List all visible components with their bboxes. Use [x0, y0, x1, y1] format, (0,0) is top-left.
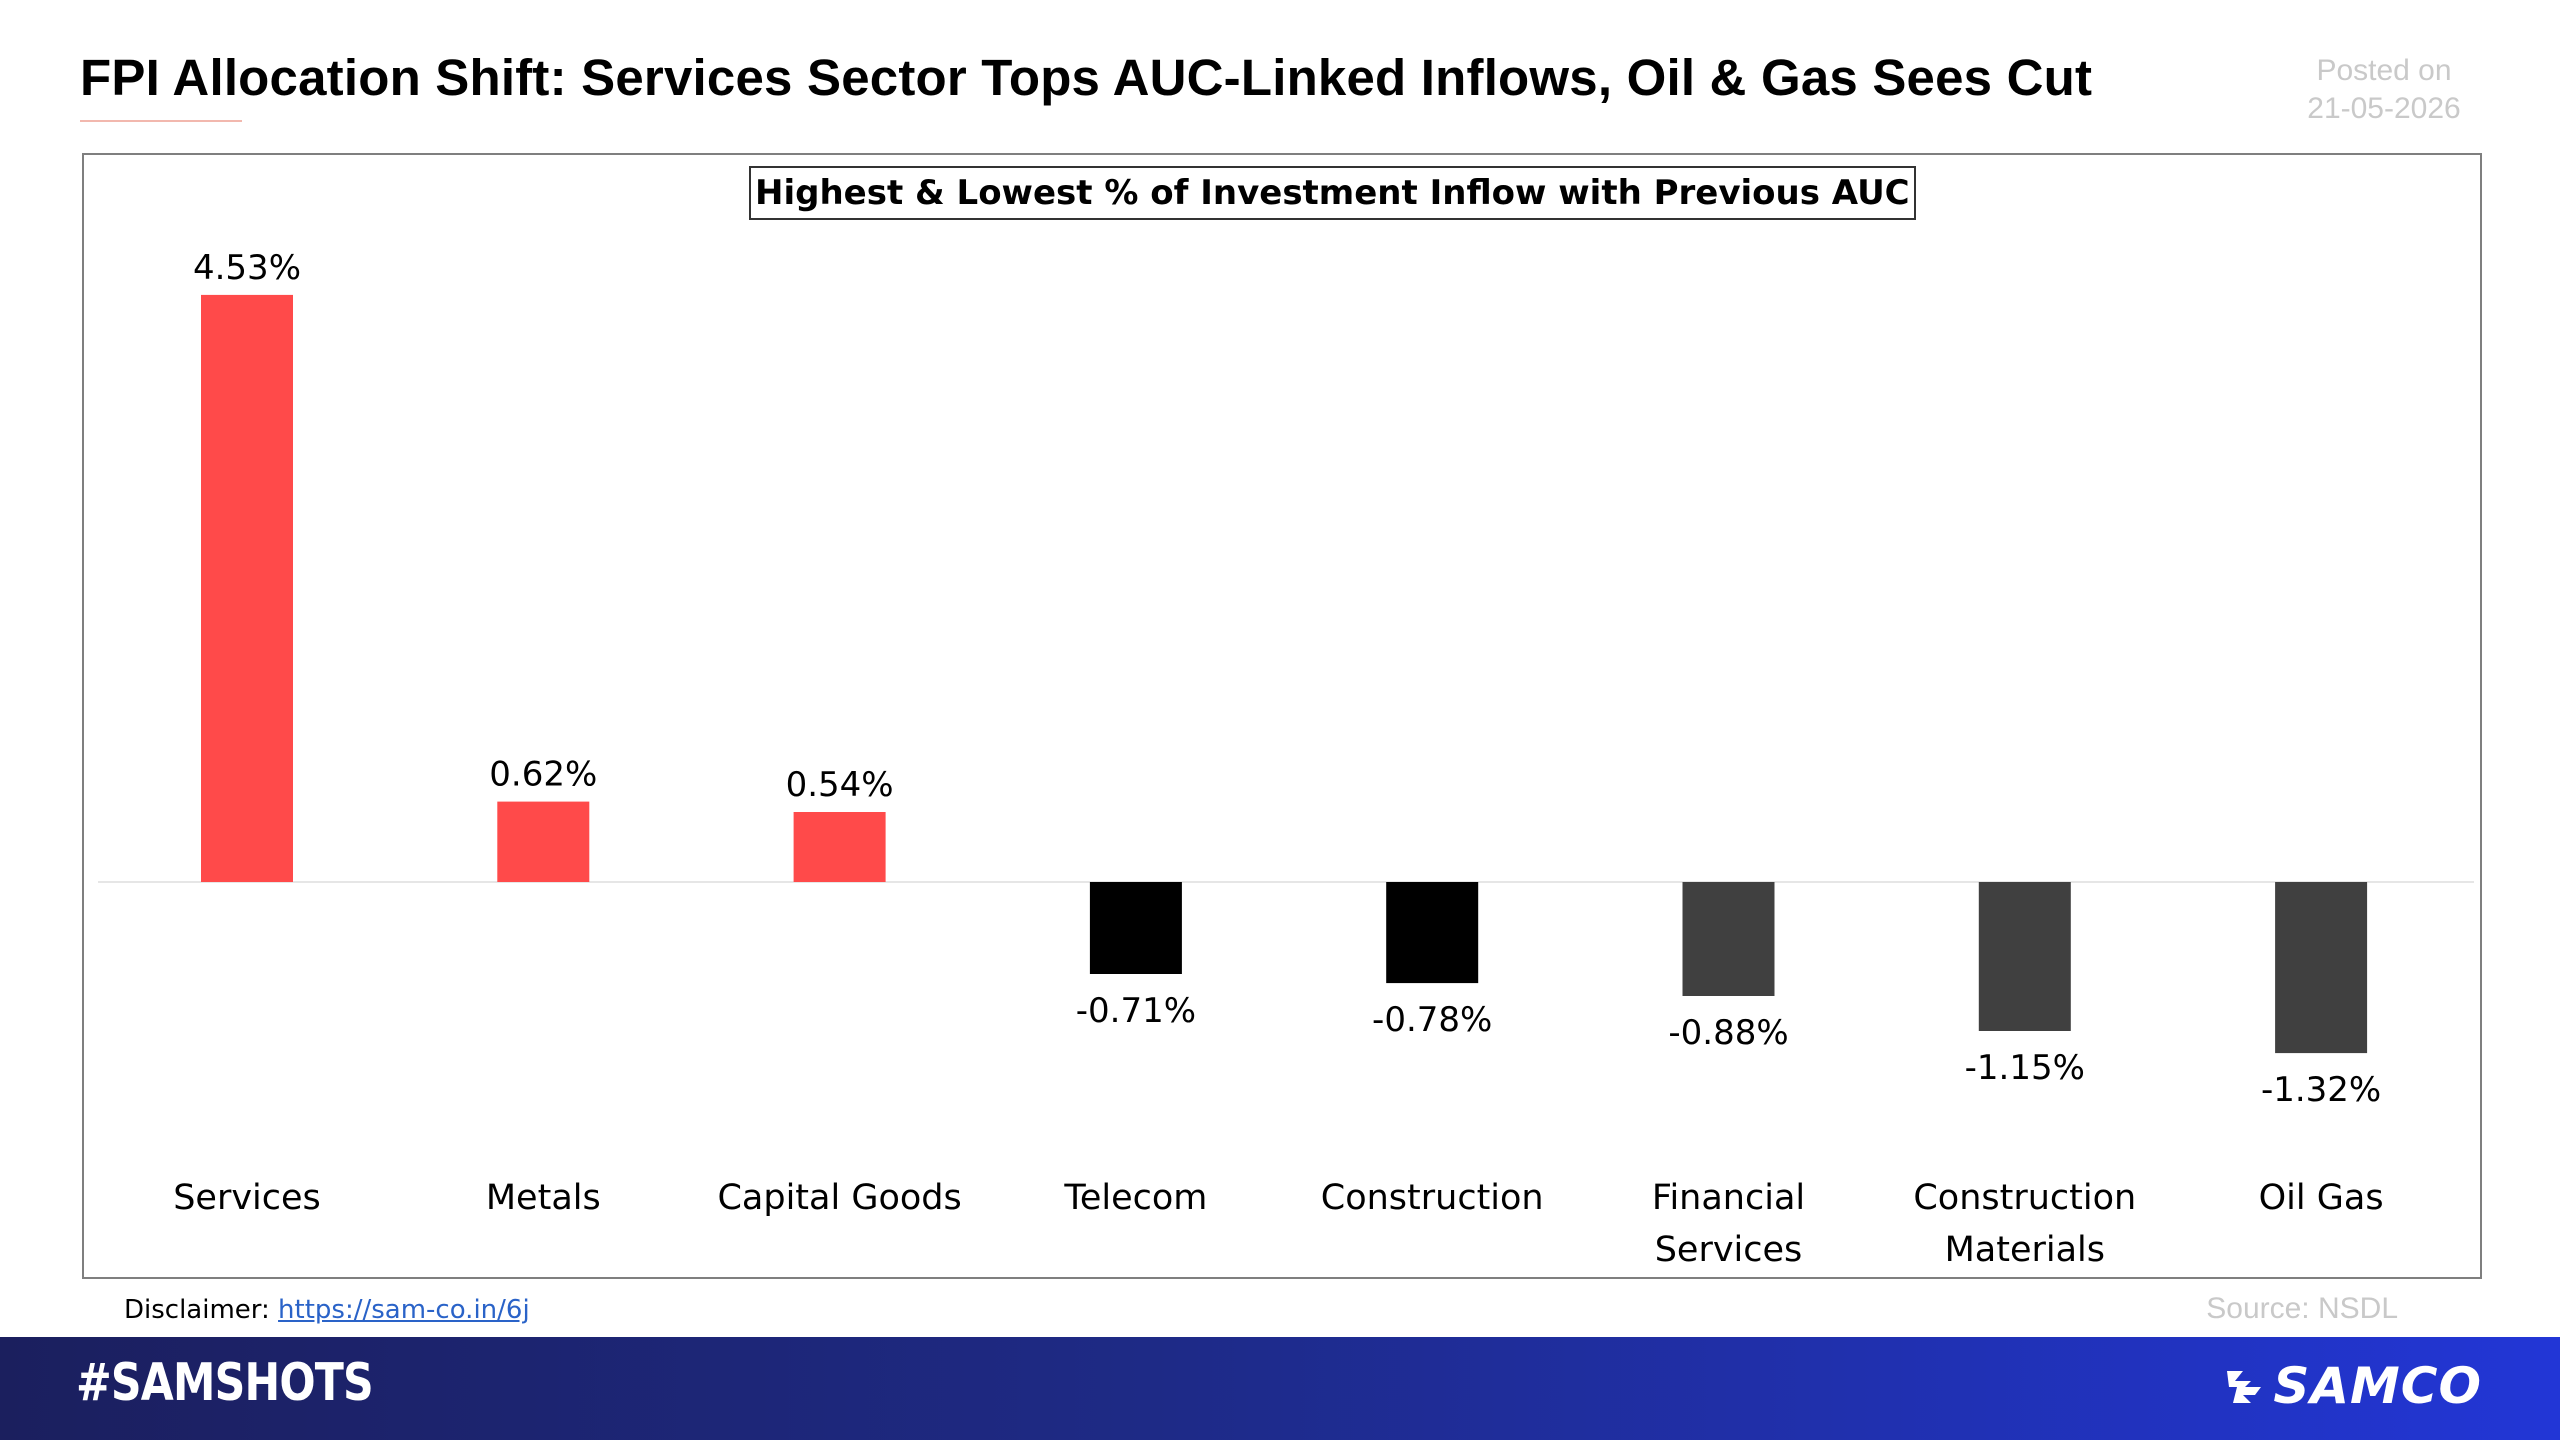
data-label: -0.71%	[1076, 991, 1196, 1031]
bar-metals	[497, 801, 590, 882]
data-label: -1.15%	[1965, 1048, 2085, 1088]
category-label: Construction	[1321, 1178, 1544, 1218]
data-label: 0.62%	[489, 755, 597, 795]
chart-panel: 4.53% 0.62% 0.54% -0.71% -0.78% -0.88% -1.15% -…	[82, 153, 2482, 1279]
hashtag-label: #SAMSHOTS	[76, 1353, 374, 1413]
posted-date: 21-05-2026	[2307, 92, 2461, 125]
category-label: Telecom	[1063, 1178, 1207, 1218]
brand-name: SAMCO	[2273, 1357, 2482, 1415]
disclaimer-link[interactable]: https://sam-co.in/6j	[278, 1295, 530, 1325]
samco-logo-icon	[2227, 1371, 2262, 1403]
category-label: Construction	[1913, 1178, 2136, 1218]
category-label: Oil Gas	[2259, 1178, 2384, 1218]
posted-label: Posted on	[2316, 54, 2452, 87]
posted-info: Posted on 21-05-2026	[2284, 52, 2484, 128]
bar-capital-goods	[793, 812, 886, 882]
title-underline	[80, 120, 242, 122]
bar-services	[201, 294, 293, 882]
data-label: -0.88%	[1668, 1013, 1788, 1053]
data-labels-layer: 4.53% 0.62% 0.54% -0.71% -0.78% -0.88% -1.15% -…	[193, 248, 2381, 1110]
bar-financial-services	[1682, 882, 1775, 996]
footer-band: #SAMSHOTS SAMCO	[0, 1337, 2560, 1440]
disclaimer-label: Disclaimer:	[124, 1295, 270, 1325]
page-title: FPI Allocation Shift: Services Sector To…	[80, 49, 2093, 106]
brand-logo[interactable]: SAMCO	[2221, 1357, 2482, 1415]
bar-chart: 4.53% 0.62% 0.54% -0.71% -0.78% -0.88% -1.15% -…	[98, 248, 2474, 1270]
source-note: Source: NSDL	[2206, 1292, 2398, 1325]
data-label: -1.32%	[2261, 1070, 2381, 1110]
bar-construction-materials	[1978, 882, 2071, 1031]
bar-telecom	[1089, 882, 1182, 974]
category-label: Metals	[486, 1178, 601, 1218]
bar-construction	[1386, 882, 1479, 984]
chart-title: Highest & Lowest % of Investment Inflow …	[749, 166, 1916, 220]
bars-layer	[201, 294, 2368, 1054]
category-label: Materials	[1945, 1230, 2105, 1270]
category-label: Services	[173, 1178, 321, 1218]
category-label: Financial	[1652, 1178, 1805, 1218]
data-label: 0.54%	[786, 765, 894, 805]
bar-oil-gas	[2275, 882, 2368, 1054]
category-labels-layer: Services Metals Capital Goods Telecom Constr…	[173, 1178, 2383, 1270]
data-label: -0.78%	[1372, 1000, 1492, 1040]
category-label: Capital Goods	[717, 1178, 961, 1218]
data-label: 4.53%	[193, 248, 301, 288]
disclaimer: Disclaimer: https://sam-co.in/6j	[124, 1295, 530, 1325]
category-label: Services	[1655, 1230, 1803, 1270]
